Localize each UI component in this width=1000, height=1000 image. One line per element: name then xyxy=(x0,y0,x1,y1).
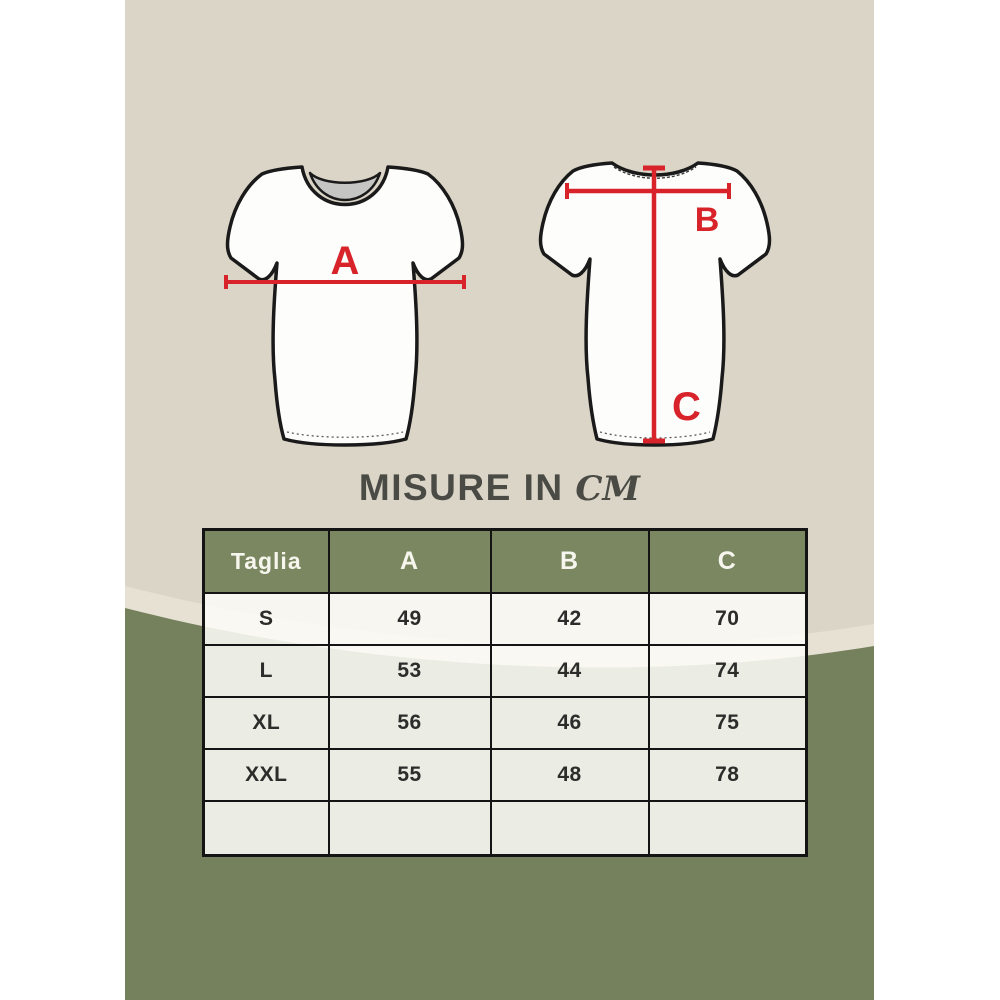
size-table: Taglia A B C S 49 42 70 L 53 44 74 xyxy=(202,528,808,857)
size-label: XXL xyxy=(202,747,330,802)
table-row-xl: XL 56 46 75 xyxy=(202,695,808,750)
value-c: 74 xyxy=(647,643,808,698)
value-a xyxy=(327,799,492,857)
column-header-taglia: Taglia xyxy=(202,528,330,594)
column-header-c: C xyxy=(647,528,808,594)
poster-title-main: MISURE IN xyxy=(358,467,564,508)
value-a: 49 xyxy=(327,591,492,646)
tshirt-front-outline xyxy=(225,165,465,447)
value-c: 75 xyxy=(647,695,808,750)
size-label xyxy=(202,799,330,857)
tshirt-front-hem-stitch xyxy=(286,431,404,438)
value-c: 78 xyxy=(647,747,808,802)
table-row-empty xyxy=(202,799,808,857)
measurement-label-b: B xyxy=(695,201,720,239)
value-c xyxy=(647,799,808,857)
table-row-l: L 53 44 74 xyxy=(202,643,808,698)
size-guide-poster: A B C MISURE IN CM xyxy=(125,0,874,1000)
tshirt-back-illustration: B C xyxy=(538,161,772,447)
column-header-a: A xyxy=(327,528,492,594)
measurement-label-c: C xyxy=(672,385,701,429)
value-b: 48 xyxy=(489,747,650,802)
size-label: S xyxy=(202,591,330,646)
value-b xyxy=(489,799,650,857)
poster-title-unit: CM xyxy=(575,469,641,509)
poster-title: MISURE IN CM xyxy=(125,464,874,513)
value-c: 70 xyxy=(647,591,808,646)
measurement-label-a: A xyxy=(331,239,360,283)
value-a: 55 xyxy=(327,747,492,802)
table-row-xxl: XXL 55 48 78 xyxy=(202,747,808,802)
value-a: 53 xyxy=(327,643,492,698)
size-table-header-row: Taglia A B C xyxy=(202,528,808,594)
size-label: L xyxy=(202,643,330,698)
size-label: XL xyxy=(202,695,330,750)
table-row-s: S 49 42 70 xyxy=(202,591,808,646)
value-b: 44 xyxy=(489,643,650,698)
value-b: 42 xyxy=(489,591,650,646)
value-a: 56 xyxy=(327,695,492,750)
tshirt-front-collar-inner xyxy=(308,171,382,202)
tshirt-front-illustration: A xyxy=(224,165,466,447)
value-b: 46 xyxy=(489,695,650,750)
column-header-b: B xyxy=(489,528,650,594)
